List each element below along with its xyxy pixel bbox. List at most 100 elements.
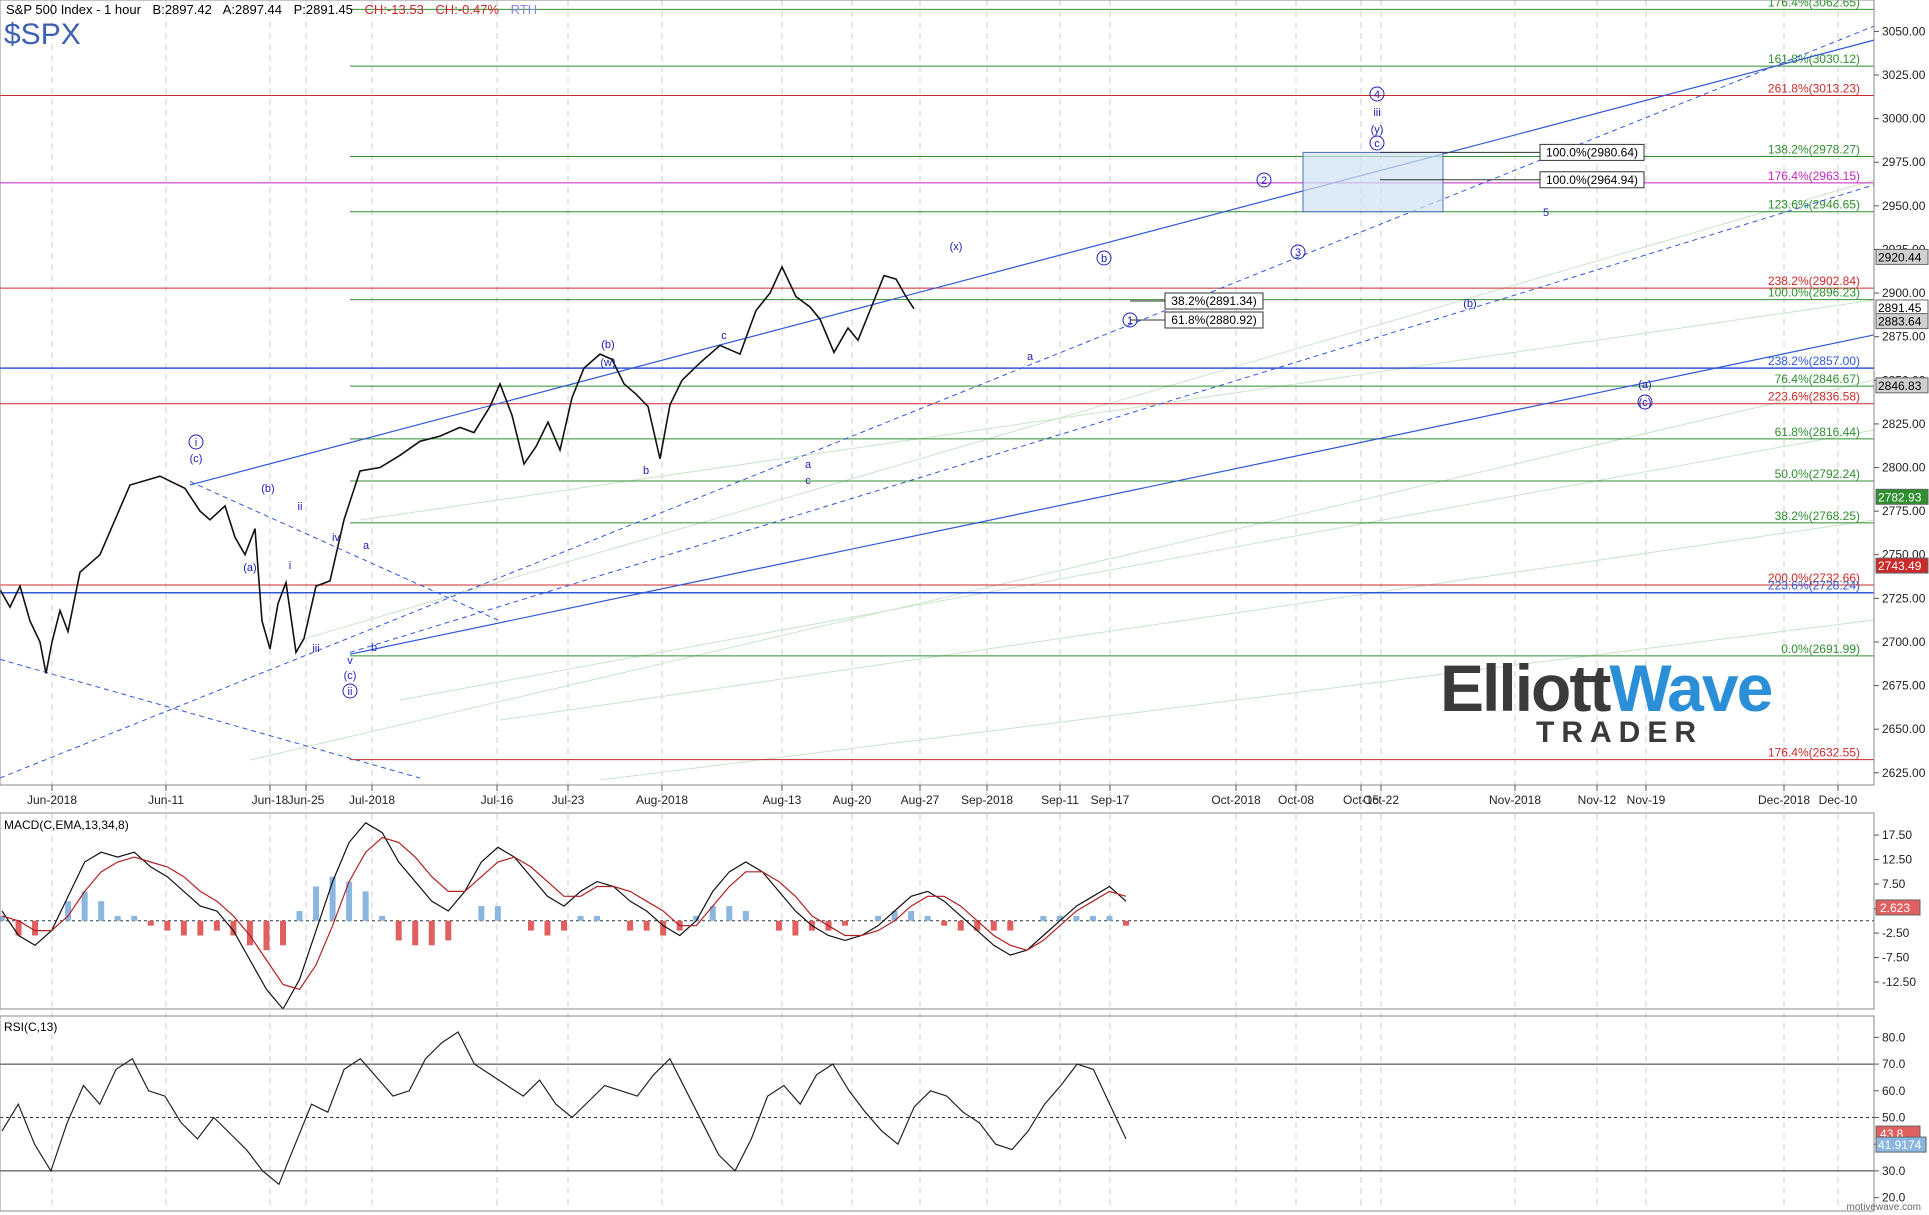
y-tick-label: 2825.00 bbox=[1882, 417, 1926, 431]
fib-level-label: 76.4%(2846.67) bbox=[1775, 372, 1860, 386]
macd-histogram-bar bbox=[114, 915, 121, 921]
x-tick-label: Jul-23 bbox=[552, 793, 585, 807]
macd-histogram-bar bbox=[792, 920, 799, 936]
wave-label-circle bbox=[1369, 86, 1385, 102]
wave-label: v bbox=[347, 655, 353, 667]
wave-label-circle bbox=[1122, 312, 1138, 328]
macd-histogram-bar bbox=[842, 920, 848, 926]
wave-label: b bbox=[371, 642, 377, 654]
rsi-line bbox=[1, 1031, 1127, 1186]
wave-label: (c) bbox=[344, 670, 357, 682]
channel-dashed-4 bbox=[189, 481, 501, 622]
retrace-label: 61.8%(2880.92) bbox=[1171, 313, 1256, 327]
price-panel: 176.4%(3062.65)161.8%(3030.12)261.8%(301… bbox=[0, 0, 1875, 779]
macd-histogram-bar bbox=[742, 911, 749, 921]
macd-histogram-bar bbox=[15, 920, 22, 936]
fan-line bbox=[399, 429, 1875, 701]
wave-label: (a) bbox=[1638, 379, 1651, 391]
fib-level-label: 0.0%(2691.99) bbox=[1781, 642, 1860, 656]
price-panel-border bbox=[0, 0, 1875, 786]
macd-histogram-bar bbox=[379, 915, 386, 921]
macd-histogram-bar bbox=[0, 915, 5, 921]
macd-histogram-bar bbox=[544, 920, 551, 936]
macd-panel-border bbox=[0, 812, 1875, 1010]
session-label: RTH bbox=[510, 2, 538, 17]
fan-line bbox=[599, 619, 1875, 781]
macd-histogram-bar bbox=[478, 906, 485, 921]
retrace-label-box bbox=[1164, 292, 1264, 310]
macd-histogram-bar bbox=[263, 920, 270, 951]
y-tick-label: 2950.00 bbox=[1882, 199, 1926, 213]
macd-histogram-bar bbox=[412, 920, 419, 946]
y-tick-label: 2900.00 bbox=[1882, 286, 1926, 300]
change-value: CH:-13.53 bbox=[364, 2, 424, 17]
target-label-box bbox=[1539, 143, 1645, 161]
macd-histogram-bar bbox=[577, 915, 584, 921]
fan-line bbox=[499, 519, 1875, 721]
x-tick-label: Sep-2018 bbox=[961, 793, 1013, 807]
rsi-title: RSI(C,13) bbox=[4, 1020, 58, 1034]
macd-histogram-bar bbox=[147, 920, 154, 926]
y-tick-label: 2725.00 bbox=[1882, 591, 1926, 605]
macd-histogram-bar bbox=[891, 911, 898, 921]
fan-line bbox=[299, 179, 1875, 641]
rsi-y-tick-label: 80.0 bbox=[1882, 1030, 1906, 1044]
macd-histogram-bar bbox=[296, 911, 303, 921]
x-tick-label: Jun-18 bbox=[252, 793, 289, 807]
fan-line bbox=[359, 299, 1875, 521]
macd-histogram-bar bbox=[81, 891, 88, 921]
price-tag-label: 2920.44 bbox=[1878, 250, 1922, 264]
y-tick-label: 2875.00 bbox=[1882, 330, 1926, 344]
logo-trader: TRADER bbox=[1536, 716, 1703, 749]
x-tick-label: Sep-11 bbox=[1041, 793, 1079, 807]
fib-level-label: 200.0%(2732.66) bbox=[1768, 571, 1860, 585]
wave-label: (y) bbox=[1371, 124, 1384, 136]
x-tick-label: Nov-12 bbox=[1578, 793, 1617, 807]
fib-level-label: 176.4%(2963.15) bbox=[1768, 169, 1860, 183]
macd-histogram-bar bbox=[775, 920, 782, 931]
x-tick-label: Sep-17 bbox=[1091, 793, 1130, 807]
macd-histogram-bar bbox=[941, 920, 948, 926]
wave-label-circle bbox=[1096, 250, 1112, 266]
rsi-panel bbox=[0, 1031, 1874, 1186]
macd-histogram-bar bbox=[98, 901, 105, 921]
macd-histogram-bar bbox=[643, 920, 650, 931]
price-tag-label: 2883.64 bbox=[1878, 315, 1922, 329]
fib-level-label: 38.2%(2768.25) bbox=[1775, 509, 1860, 523]
elliott-wave-trader-logo: ElliottWave TRADER bbox=[1440, 650, 1773, 750]
price-tag-box bbox=[1875, 488, 1929, 505]
watermark: motivewave.com bbox=[1846, 1202, 1921, 1213]
macd-histogram-bar bbox=[346, 881, 353, 921]
x-tick-label: Aug-2018 bbox=[636, 793, 688, 807]
wave-label-circle bbox=[1637, 394, 1653, 410]
wave-label: iii bbox=[1373, 107, 1380, 119]
macd-histogram-bar bbox=[197, 920, 204, 936]
macd-tag-label: 2.623 bbox=[1880, 901, 1910, 915]
macd-histogram-bar bbox=[660, 920, 667, 936]
macd-tag-box bbox=[1875, 899, 1921, 916]
target-box bbox=[1302, 151, 1444, 213]
y-tick-label: 3000.00 bbox=[1882, 112, 1926, 126]
price-tag-label: 2891.45 bbox=[1878, 301, 1922, 315]
x-tick-label: Oct-2018 bbox=[1211, 793, 1261, 807]
wave-label: (w) bbox=[600, 357, 615, 369]
wave-label: iv bbox=[332, 532, 340, 544]
macd-histogram-bar bbox=[627, 920, 634, 931]
rsi-y-tick-label: 50.0 bbox=[1882, 1111, 1906, 1125]
fib-level-label: 223.6%(2836.58) bbox=[1768, 390, 1860, 404]
x-tick-label: Oct-22 bbox=[1363, 793, 1399, 807]
channel-dashed-1 bbox=[0, 25, 1875, 779]
price-tag-box bbox=[1875, 248, 1929, 265]
x-tick-label: Jun-25 bbox=[288, 793, 325, 807]
price-tag-box bbox=[1875, 313, 1929, 330]
change-pct-value: CH:-0.47% bbox=[435, 2, 499, 17]
macd-histogram-bar bbox=[1089, 915, 1096, 921]
macd-y-tick-label: 17.50 bbox=[1882, 828, 1912, 842]
price-value: P:2891.45 bbox=[293, 2, 353, 17]
macd-histogram-bar bbox=[990, 920, 997, 931]
wave-label: b bbox=[643, 465, 649, 477]
macd-histogram-bar bbox=[1123, 920, 1129, 926]
wave-label: ii bbox=[348, 686, 353, 698]
price-tag-box bbox=[1875, 557, 1929, 574]
